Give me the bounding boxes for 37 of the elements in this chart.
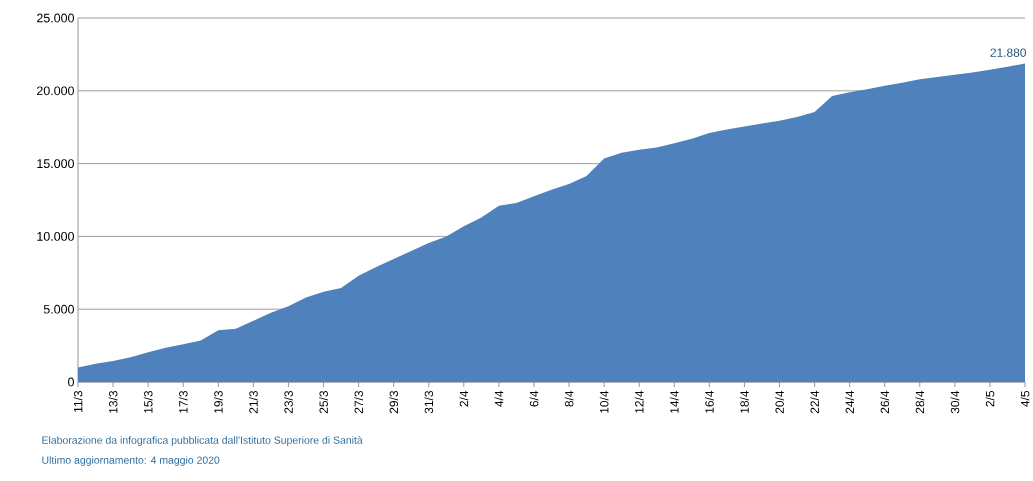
x-tick-label: 25/3 [319, 391, 328, 414]
text: Ultimo aggiornamento: 4 maggio 2020 [42, 456, 220, 466]
x-tick-label: 6/4 [529, 390, 539, 407]
x-tick-label: 20/4 [775, 390, 784, 414]
x-tick-label: 19/3 [213, 391, 223, 413]
x-tick-label: 23/3 [284, 391, 293, 414]
y-tick-label: 5.000 [43, 304, 74, 314]
x-tick-label: 2/5 [985, 391, 995, 407]
x-tick-label: 4/4 [494, 390, 504, 407]
x-tick-label: 30/4 [950, 390, 960, 414]
x-tick-label: 31/3 [424, 391, 434, 414]
y-tick-label: 0 [68, 377, 74, 387]
data-label: 21.880 [990, 48, 1026, 57]
x-tick-label: 11/3 [73, 391, 83, 412]
x-tick-label: 21/3 [248, 391, 258, 414]
x-tick-label: 28/4 [915, 390, 925, 414]
text: Elaborazione da infografica pubblicata dall'Istituto Superiore di Sanità [42, 436, 363, 446]
y-tick-label: 15.000 [37, 159, 74, 169]
x-tick-label: 16/4 [704, 390, 714, 413]
y-tick-label: 20.000 [37, 86, 74, 96]
x-tick-label: 26/4 [880, 390, 890, 414]
x-tick-label: 22/4 [810, 390, 819, 414]
y-tick-label: 25.000 [37, 13, 74, 23]
x-tick-label: 10/4 [599, 390, 609, 413]
y-tick-label: 10.000 [37, 232, 74, 241]
x-tick-label: 4/5 [1020, 391, 1030, 407]
x-tick-label: 13/3 [108, 391, 118, 413]
x-tick-label: 12/4 [634, 390, 644, 413]
x-tick-label: 15/3 [143, 391, 153, 413]
x-tick-label: 17/3 [178, 391, 188, 413]
x-tick-label: 18/4 [740, 390, 749, 413]
x-tick-label: 27/3 [354, 391, 363, 414]
x-tick-label: 24/4 [845, 390, 855, 414]
x-tick-label: 8/4 [564, 390, 574, 407]
x-tick-label: 29/3 [389, 391, 399, 414]
x-tick-label: 2/4 [459, 390, 469, 407]
x-tick-label: 14/4 [669, 390, 679, 413]
